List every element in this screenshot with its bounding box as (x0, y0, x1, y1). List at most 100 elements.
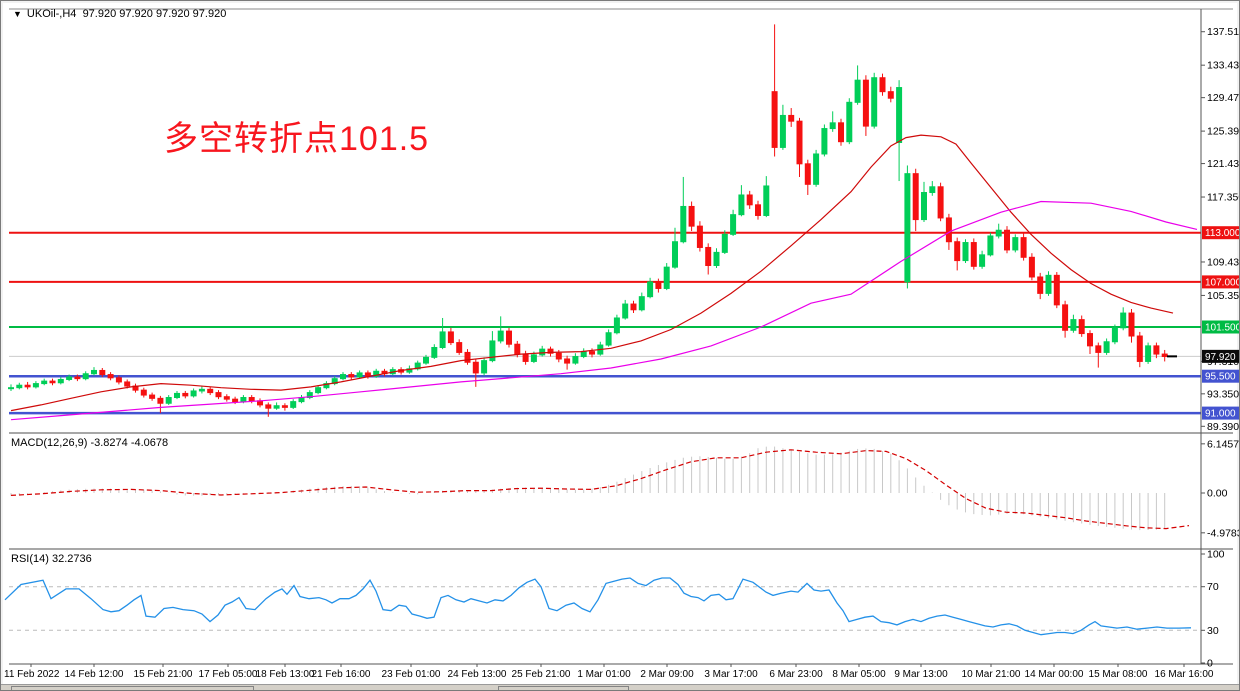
candlestick (929, 186, 936, 194)
macd-indicator-label: MACD(12,26,9) -3.8274 -4.0678 (11, 437, 169, 449)
candlestick (232, 398, 239, 403)
time-axis-label: 10 Mar 21:00 (962, 669, 1021, 680)
candlestick (281, 405, 288, 408)
candlestick (323, 383, 330, 389)
candlestick (630, 303, 637, 311)
candlestick (1161, 353, 1168, 358)
candlestick (315, 387, 322, 394)
candlestick (8, 387, 14, 390)
candlestick (921, 192, 927, 221)
candlestick (1145, 345, 1152, 362)
current-price-badge: 97.920 (1205, 352, 1236, 363)
candlestick (273, 405, 280, 409)
candlestick (912, 173, 919, 221)
macd-tick-label: 0.00 (1207, 488, 1228, 500)
rsi-tick-label: 30 (1207, 625, 1219, 637)
candlestick (613, 317, 620, 334)
time-axis-label: 6 Mar 23:00 (769, 669, 823, 680)
time-axis-label: 17 Feb 05:00 (199, 669, 258, 680)
time-axis-label: 21 Feb 16:00 (312, 669, 371, 680)
candlestick (1037, 276, 1044, 294)
bottom-tab[interactable] (11, 686, 254, 690)
price-level-badge: 95.500 (1205, 372, 1236, 383)
price-tick-label: 109.430 (1207, 256, 1240, 268)
candlestick (107, 374, 114, 379)
price-level-badge: 91.000 (1205, 409, 1236, 420)
time-axis-label: 14 Mar 00:00 (1025, 669, 1084, 680)
chart-background (9, 9, 1233, 684)
candlestick (647, 281, 654, 298)
candlestick (755, 204, 761, 216)
time-axis-label: 15 Mar 08:00 (1089, 669, 1148, 680)
candlestick (364, 372, 371, 377)
candlestick (962, 242, 969, 262)
candlestick (16, 384, 23, 389)
candlestick (937, 186, 944, 219)
candlestick (481, 360, 488, 374)
price-tick-label: 93.350 (1207, 388, 1239, 400)
candlestick (696, 225, 703, 248)
candlestick (1095, 345, 1102, 353)
candlestick (987, 235, 994, 256)
candlestick (215, 392, 222, 398)
collapse-triangle-icon[interactable]: ▼ (13, 9, 22, 19)
candlestick (115, 377, 122, 383)
time-axis-label: 8 Mar 05:00 (832, 669, 886, 680)
price-level-badge-bg (1202, 320, 1239, 334)
candlestick (431, 347, 438, 358)
macd-tick-label: 6.1457 (1207, 438, 1239, 450)
candlestick (954, 241, 961, 262)
candlestick (1078, 319, 1085, 335)
candlestick (1045, 274, 1052, 294)
candlestick (140, 389, 147, 396)
candlestick (57, 378, 64, 384)
time-axis-label: 1 Mar 01:00 (577, 669, 631, 680)
candlestick (514, 343, 521, 355)
candlestick (887, 91, 894, 99)
candlestick (497, 330, 504, 342)
candlestick (74, 376, 81, 380)
bottom-tab[interactable] (498, 686, 629, 690)
candlestick (705, 246, 712, 267)
candlestick (1053, 274, 1060, 306)
candlestick (730, 214, 737, 235)
candlestick (373, 370, 380, 377)
candlestick (945, 217, 952, 243)
candlestick (306, 392, 313, 399)
candlestick (1111, 327, 1118, 343)
price-level-badge-bg (1202, 369, 1239, 383)
candlestick (489, 340, 496, 362)
candlestick (1120, 312, 1127, 329)
price-level-badge-bg (1202, 226, 1239, 240)
time-axis-label: 11 Feb 2022 (4, 669, 60, 680)
ohlc-quote-label: 97.920 97.920 97.920 97.920 (82, 8, 227, 20)
price-level-badge-bg (1202, 275, 1239, 289)
chart-title: ▼ UKOil-,H4 97.920 97.920 97.920 97.920 (13, 8, 226, 20)
candlestick (124, 381, 131, 387)
candlestick (829, 122, 836, 130)
candlestick (157, 397, 164, 404)
candlestick (804, 163, 811, 185)
candlestick (564, 358, 571, 364)
candlestick (821, 128, 828, 155)
candlestick (854, 79, 861, 103)
candlestick (904, 173, 911, 283)
candlestick (713, 251, 720, 267)
candlestick (1136, 335, 1143, 362)
candlestick (223, 396, 230, 400)
candlestick (99, 369, 106, 376)
annotation-text: 多空转折点101.5 (164, 120, 430, 158)
candlestick (688, 205, 695, 227)
candlestick (439, 331, 446, 349)
candlestick (348, 374, 355, 378)
candlestick (771, 91, 778, 148)
candlestick (1028, 256, 1035, 278)
symbol-timeframe-label: UKOil-,H4 (26, 8, 77, 20)
candlestick (149, 394, 156, 399)
candlestick (265, 404, 272, 409)
candlestick (539, 348, 546, 356)
candlestick (1004, 229, 1010, 251)
candlestick (530, 354, 537, 362)
